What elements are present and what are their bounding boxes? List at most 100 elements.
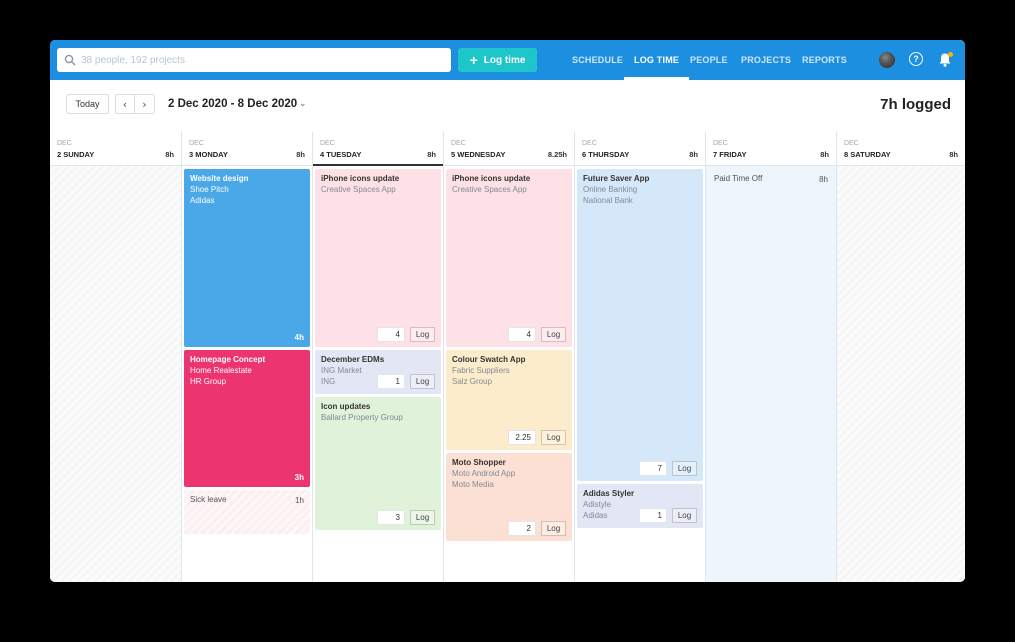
day-hours: 8h bbox=[689, 150, 698, 159]
logged-total: 7h logged bbox=[880, 96, 951, 113]
log-button[interactable]: Log bbox=[541, 327, 566, 342]
today-button[interactable]: Today bbox=[66, 94, 109, 114]
date-toolbar: Today ‹ › 2 Dec 2020 - 8 Dec 2020 ⌄ 7h l… bbox=[50, 80, 965, 132]
day-hours: 8h bbox=[427, 150, 436, 159]
day-header: DEC 5 WEDNESDAY 8.25h bbox=[444, 132, 574, 166]
month-label: DEC bbox=[451, 140, 466, 147]
day-header: DEC 4 TUESDAY 8h bbox=[313, 132, 443, 166]
help-icon[interactable]: ? bbox=[909, 52, 923, 66]
day-label: 4 TUESDAY bbox=[320, 150, 362, 159]
day-header: DEC 3 MONDAY 8h bbox=[182, 132, 312, 166]
entry-hours: 8h bbox=[819, 175, 828, 184]
entry-project: Creative Spaces App bbox=[321, 185, 396, 194]
entry-title: Adidas Styler bbox=[583, 489, 635, 498]
entry-project: Fabric Suppliers bbox=[452, 366, 510, 375]
time-entry-card[interactable]: Moto Shopper Moto Android App Moto Media… bbox=[446, 453, 572, 541]
non-working-area bbox=[50, 166, 181, 582]
nav-projects[interactable]: PROJECTS bbox=[741, 55, 792, 65]
time-entry-card[interactable]: December EDMs ING Market ING Log bbox=[315, 350, 441, 394]
chevron-down-icon[interactable]: ⌄ bbox=[299, 98, 307, 108]
time-off-card[interactable]: Paid Time Off 8h bbox=[708, 169, 834, 209]
time-entry-card[interactable]: Website design Shoe Pitch Adidas 4h bbox=[184, 169, 310, 347]
day-hours: 8h bbox=[296, 150, 305, 159]
log-button[interactable]: Log bbox=[541, 430, 566, 445]
entry-client: Adidas bbox=[190, 196, 215, 205]
entry-client: Salz Group bbox=[452, 377, 493, 386]
log-button[interactable]: Log bbox=[410, 510, 435, 525]
time-entry-card[interactable]: iPhone icons update Creative Spaces App … bbox=[315, 169, 441, 347]
day-column-thursday: DEC 6 THURSDAY 8h Future Saver App Onlin… bbox=[574, 132, 705, 582]
hours-input[interactable] bbox=[377, 327, 405, 342]
log-button[interactable]: Log bbox=[672, 508, 697, 523]
month-label: DEC bbox=[582, 140, 597, 147]
entry-project: Creative Spaces App bbox=[452, 185, 527, 194]
entry-client: National Bank bbox=[583, 196, 633, 205]
time-off-area bbox=[706, 166, 836, 582]
prev-week-button[interactable]: ‹ bbox=[115, 94, 135, 114]
time-entry-card[interactable]: Icon updates Ballard Property Group Log bbox=[315, 397, 441, 530]
nav-reports[interactable]: REPORTS bbox=[802, 55, 847, 65]
hours-input[interactable] bbox=[508, 430, 536, 445]
time-entry-card[interactable]: Adidas Styler Adistyle Adidas Log bbox=[577, 484, 703, 528]
entry-client: Adidas bbox=[583, 511, 608, 520]
day-header: DEC 6 THURSDAY 8h bbox=[575, 132, 705, 166]
time-off-card[interactable]: Sick leave 1h bbox=[184, 490, 310, 534]
entry-title: Colour Swatch App bbox=[452, 355, 526, 364]
log-time-button[interactable]: + Log time bbox=[458, 48, 537, 72]
log-button[interactable]: Log bbox=[672, 461, 697, 476]
entry-project: Ballard Property Group bbox=[321, 413, 403, 422]
entry-hours: 4h bbox=[294, 333, 304, 342]
app-window: + Log time SCHEDULE LOG TIME PEOPLE PROJ… bbox=[50, 40, 965, 582]
entry-project: Home Realestate bbox=[190, 366, 252, 375]
entry-title: Paid Time Off bbox=[714, 174, 763, 183]
search-icon bbox=[64, 54, 76, 66]
entry-title: Website design bbox=[190, 174, 249, 183]
day-label: 6 THURSDAY bbox=[582, 150, 630, 159]
entry-title: December EDMs bbox=[321, 355, 385, 364]
day-label: 2 SUNDAY bbox=[57, 150, 95, 159]
hours-input[interactable] bbox=[639, 508, 667, 523]
entry-hours: 1h bbox=[295, 496, 304, 505]
day-label: 5 WEDNESDAY bbox=[451, 150, 506, 159]
search-input[interactable] bbox=[57, 48, 451, 72]
log-button[interactable]: Log bbox=[410, 327, 435, 342]
day-label: 8 SATURDAY bbox=[844, 150, 891, 159]
top-bar: + Log time SCHEDULE LOG TIME PEOPLE PROJ… bbox=[50, 40, 965, 80]
entry-project: Online Banking bbox=[583, 185, 638, 194]
month-label: DEC bbox=[844, 140, 859, 147]
nav-people[interactable]: PEOPLE bbox=[690, 55, 728, 65]
nav-log-time[interactable]: LOG TIME bbox=[623, 40, 690, 80]
hours-input[interactable] bbox=[377, 510, 405, 525]
day-header: DEC 7 FRIDAY 8h bbox=[706, 132, 836, 166]
month-label: DEC bbox=[57, 140, 72, 147]
week-grid: DEC 2 SUNDAY 8h DEC 3 MONDAY 8h Website … bbox=[50, 132, 965, 582]
time-entry-card[interactable]: Homepage Concept Home Realestate HR Grou… bbox=[184, 350, 310, 487]
hours-input[interactable] bbox=[508, 327, 536, 342]
entry-title: Homepage Concept bbox=[190, 355, 266, 364]
entry-title: Icon updates bbox=[321, 402, 371, 411]
time-entry-card[interactable]: Future Saver App Online Banking National… bbox=[577, 169, 703, 481]
log-button[interactable]: Log bbox=[410, 374, 435, 389]
hours-input[interactable] bbox=[639, 461, 667, 476]
next-week-button[interactable]: › bbox=[135, 94, 155, 114]
day-column-sunday: DEC 2 SUNDAY 8h bbox=[50, 132, 181, 582]
day-hours: 8h bbox=[949, 150, 958, 159]
hours-input[interactable] bbox=[377, 374, 405, 389]
hours-input[interactable] bbox=[508, 521, 536, 536]
entry-client: ING bbox=[321, 377, 336, 386]
month-label: DEC bbox=[320, 140, 335, 147]
entry-title: iPhone icons update bbox=[321, 174, 400, 183]
nav-schedule[interactable]: SCHEDULE bbox=[572, 55, 624, 65]
day-hours: 8h bbox=[165, 150, 174, 159]
bell-icon[interactable] bbox=[938, 52, 952, 68]
day-label: 7 FRIDAY bbox=[713, 150, 747, 159]
log-button[interactable]: Log bbox=[541, 521, 566, 536]
entry-project: Moto Android App bbox=[452, 469, 516, 478]
user-avatar[interactable] bbox=[879, 52, 895, 68]
day-column-friday: DEC 7 FRIDAY 8h Paid Time Off 8h bbox=[705, 132, 836, 582]
time-entry-card[interactable]: Colour Swatch App Fabric Suppliers Salz … bbox=[446, 350, 572, 450]
day-hours: 8.25h bbox=[547, 150, 567, 159]
month-label: DEC bbox=[713, 140, 728, 147]
time-entry-card[interactable]: iPhone icons update Creative Spaces App … bbox=[446, 169, 572, 347]
date-range[interactable]: 2 Dec 2020 - 8 Dec 2020 bbox=[168, 98, 298, 110]
